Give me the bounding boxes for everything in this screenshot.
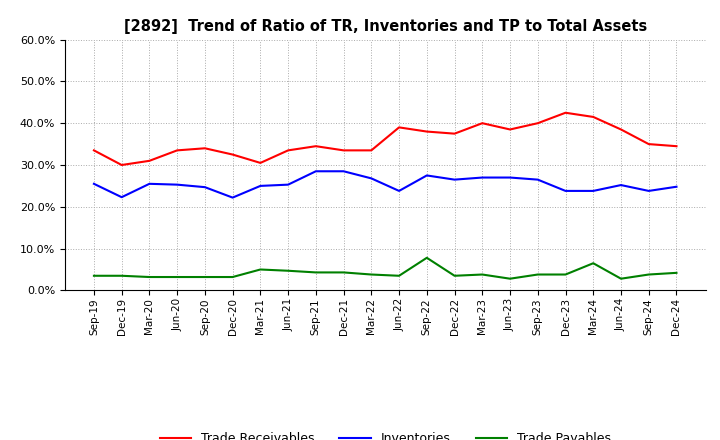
Inventories	[312, 169, 320, 174]
Trade Receivables	[117, 162, 126, 168]
Inventories	[395, 188, 403, 194]
Inventories	[644, 188, 653, 194]
Trade Payables	[672, 270, 681, 275]
Trade Receivables	[89, 148, 98, 153]
Inventories	[423, 173, 431, 178]
Trade Receivables	[367, 148, 376, 153]
Trade Payables	[284, 268, 292, 273]
Trade Payables	[89, 273, 98, 279]
Legend: Trade Receivables, Inventories, Trade Payables: Trade Receivables, Inventories, Trade Pa…	[155, 427, 616, 440]
Trade Payables	[201, 275, 210, 280]
Inventories	[339, 169, 348, 174]
Trade Receivables	[284, 148, 292, 153]
Trade Payables	[256, 267, 265, 272]
Inventories	[478, 175, 487, 180]
Trade Payables	[367, 272, 376, 277]
Inventories	[561, 188, 570, 194]
Inventories	[89, 181, 98, 187]
Trade Payables	[228, 275, 237, 280]
Inventories	[284, 182, 292, 187]
Trade Payables	[339, 270, 348, 275]
Trade Payables	[616, 276, 625, 281]
Line: Trade Payables: Trade Payables	[94, 258, 677, 279]
Inventories	[450, 177, 459, 182]
Inventories	[117, 194, 126, 200]
Inventories	[173, 182, 181, 187]
Trade Payables	[589, 260, 598, 266]
Trade Receivables	[145, 158, 154, 163]
Trade Receivables	[339, 148, 348, 153]
Trade Receivables	[256, 160, 265, 165]
Trade Receivables	[395, 125, 403, 130]
Trade Receivables	[423, 129, 431, 134]
Inventories	[534, 177, 542, 182]
Trade Receivables	[505, 127, 514, 132]
Trade Payables	[505, 276, 514, 281]
Trade Payables	[450, 273, 459, 279]
Trade Receivables	[561, 110, 570, 115]
Inventories	[616, 183, 625, 188]
Line: Trade Receivables: Trade Receivables	[94, 113, 677, 165]
Trade Payables	[395, 273, 403, 279]
Trade Payables	[117, 273, 126, 279]
Trade Payables	[312, 270, 320, 275]
Trade Receivables	[534, 121, 542, 126]
Trade Payables	[644, 272, 653, 277]
Trade Receivables	[312, 143, 320, 149]
Trade Payables	[534, 272, 542, 277]
Trade Payables	[423, 255, 431, 260]
Trade Receivables	[616, 127, 625, 132]
Trade Receivables	[450, 131, 459, 136]
Inventories	[589, 188, 598, 194]
Trade Receivables	[589, 114, 598, 120]
Trade Receivables	[173, 148, 181, 153]
Inventories	[256, 183, 265, 188]
Trade Payables	[478, 272, 487, 277]
Inventories	[672, 184, 681, 189]
Inventories	[145, 181, 154, 187]
Trade Payables	[173, 275, 181, 280]
Inventories	[228, 195, 237, 200]
Title: [2892]  Trend of Ratio of TR, Inventories and TP to Total Assets: [2892] Trend of Ratio of TR, Inventories…	[124, 19, 647, 34]
Trade Receivables	[201, 146, 210, 151]
Trade Receivables	[228, 152, 237, 157]
Inventories	[367, 176, 376, 181]
Trade Payables	[145, 275, 154, 280]
Trade Receivables	[644, 141, 653, 147]
Inventories	[201, 184, 210, 190]
Line: Inventories: Inventories	[94, 171, 677, 198]
Inventories	[505, 175, 514, 180]
Trade Receivables	[672, 143, 681, 149]
Trade Receivables	[478, 121, 487, 126]
Trade Payables	[561, 272, 570, 277]
